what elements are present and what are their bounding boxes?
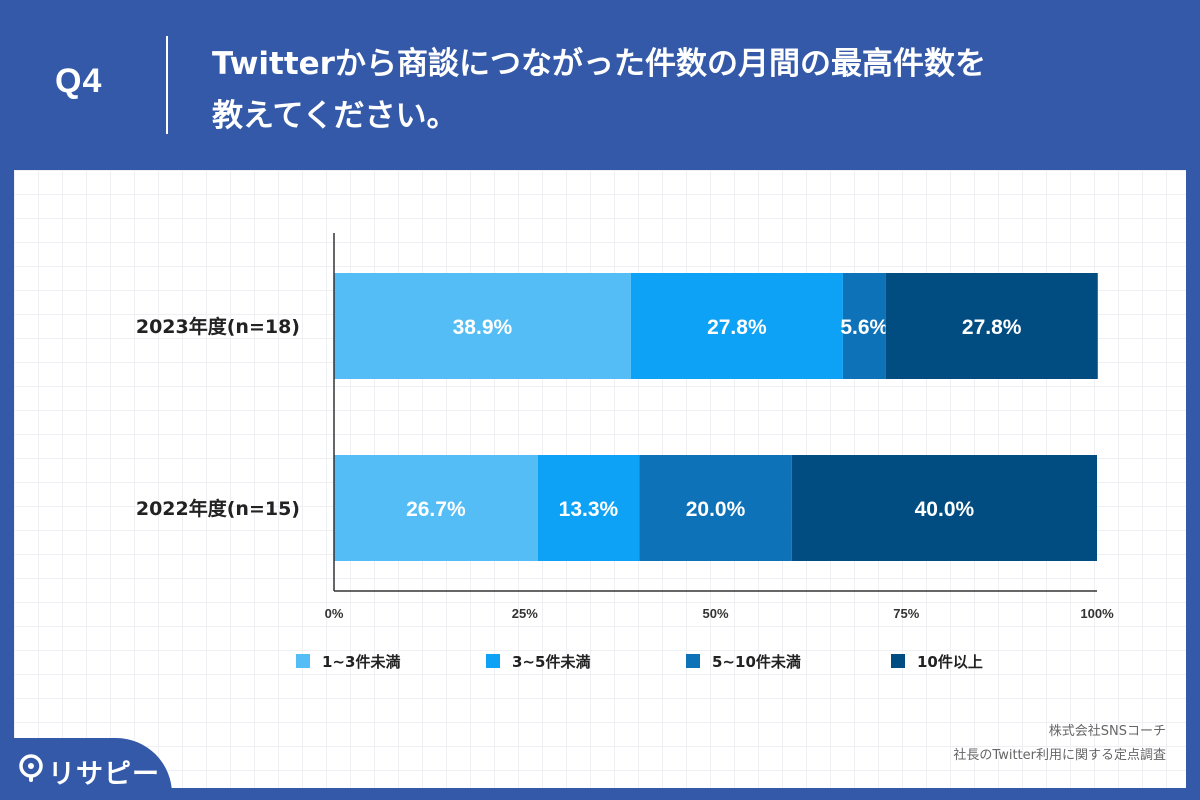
stacked-bar-chart: 38.9% 27.8% 5.6% 27.8% 2023年度(n=18) 26.7% 13.3…: [136, 233, 1114, 671]
bar-value-label-1-2: 20.0%: [686, 498, 746, 521]
header: Q4 Twitterから商談につながった件数の月間の最高件数を 教えてください。: [0, 0, 1200, 170]
bar-value-label-0-2: 5.6%: [840, 316, 888, 339]
bar-segment-0-0: [334, 273, 631, 379]
question-title-line-2: 教えてください。: [212, 98, 458, 134]
bar-segment-0-2: [842, 273, 886, 379]
chart-panel: 38.9% 27.8% 5.6% 27.8% 2023年度(n=18) 26.7% 13.3…: [14, 170, 1186, 788]
x-tick-label-4: 100%: [1080, 606, 1114, 621]
bar-segment-1-2: [639, 455, 792, 561]
logo-tab: [0, 738, 172, 800]
legend-swatch-2: [686, 654, 700, 668]
source-note: 株式会社SNSコーチ 社長のTwitter利用に関する定点調査: [953, 720, 1166, 768]
header-divider: [166, 36, 168, 134]
logo-text: リサピー: [48, 759, 160, 790]
bar-value-label-0-0: 38.9%: [453, 316, 513, 339]
bar-segment-1-1: [537, 455, 640, 561]
legend-label-3: 10件以上: [917, 653, 983, 671]
bar-value-label-0-3: 27.8%: [962, 316, 1022, 339]
bar-value-label-1-3: 40.0%: [915, 498, 975, 521]
legend-swatch-3: [891, 654, 905, 668]
legend-swatch-1: [486, 654, 500, 668]
bar-value-label-1-1: 13.3%: [559, 498, 619, 521]
category-label-1: 2022年度(n=15): [136, 497, 300, 520]
x-tick-label-1: 25%: [512, 606, 538, 621]
question-title: Twitterから商談につながった件数の月間の最高件数を 教えてください。: [212, 38, 1152, 142]
question-title-line-1: Twitterから商談につながった件数の月間の最高件数を: [212, 46, 986, 82]
bar-value-label-0-1: 27.8%: [707, 316, 767, 339]
x-tick-label-2: 50%: [702, 606, 728, 621]
pin-icon: [19, 754, 43, 782]
x-tick-label-0: 0%: [325, 606, 344, 621]
bar-value-label-1-0: 26.7%: [406, 498, 466, 521]
category-label-0: 2023年度(n=18): [136, 315, 300, 338]
source-company: 株式会社SNSコーチ: [1048, 724, 1166, 739]
source-survey: 社長のTwitter利用に関する定点調査: [953, 748, 1166, 763]
legend-label-2: 5~10件未満: [712, 653, 801, 671]
legend-label-0: 1~3件未満: [322, 653, 400, 671]
bar-segment-1-3: [791, 455, 1097, 561]
x-tick-label-3: 75%: [893, 606, 919, 621]
bar-segment-0-3: [885, 273, 1098, 379]
bar-segment-1-0: [334, 455, 538, 561]
bar-segment-0-1: [630, 273, 843, 379]
legend-label-1: 3~5件未満: [512, 653, 590, 671]
question-number: Q4: [55, 62, 103, 100]
legend-swatch-0: [296, 654, 310, 668]
